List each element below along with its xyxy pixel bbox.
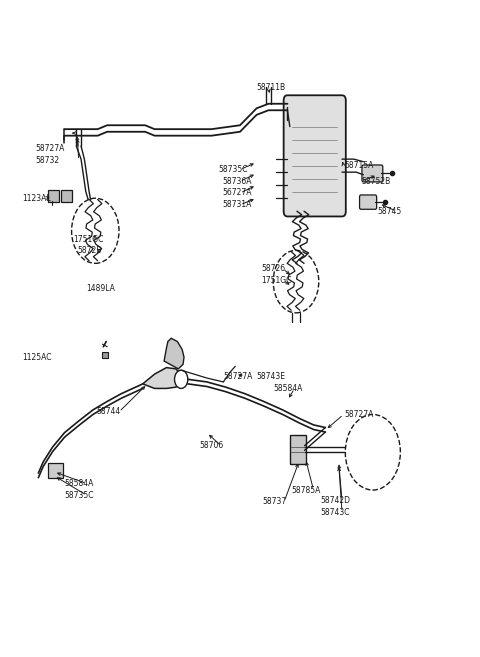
Text: 58735C: 58735C [219, 165, 248, 174]
Text: 58785A: 58785A [291, 486, 321, 495]
Text: 58732: 58732 [35, 156, 59, 165]
Text: 58727A: 58727A [35, 144, 64, 153]
Text: 58727A: 58727A [344, 410, 374, 419]
Text: 1751GC: 1751GC [73, 235, 103, 244]
Text: 58715A: 58715A [344, 161, 374, 170]
Text: 58742D: 58742D [321, 496, 351, 505]
Text: 58745: 58745 [378, 207, 402, 215]
Text: 58737: 58737 [263, 497, 287, 507]
Text: 58743C: 58743C [321, 508, 350, 516]
Text: 58743E: 58743E [257, 372, 286, 380]
Polygon shape [164, 338, 184, 369]
FancyBboxPatch shape [61, 190, 72, 202]
Text: 56727A: 56727A [222, 189, 252, 198]
Polygon shape [143, 367, 180, 388]
Text: 58584A: 58584A [64, 479, 94, 488]
Text: 1123AL: 1123AL [22, 194, 50, 203]
Text: 58584A: 58584A [273, 384, 302, 393]
Text: 1125AC: 1125AC [22, 353, 51, 362]
FancyBboxPatch shape [290, 436, 306, 464]
Circle shape [175, 370, 188, 388]
Text: 58727A: 58727A [223, 372, 253, 380]
Text: 1751GC: 1751GC [261, 276, 292, 284]
Text: 58735C: 58735C [64, 491, 94, 500]
FancyBboxPatch shape [284, 95, 346, 216]
FancyBboxPatch shape [48, 190, 59, 202]
Text: 58706: 58706 [200, 442, 224, 450]
Text: 1489LA: 1489LA [86, 284, 115, 292]
Text: 58736A: 58736A [222, 177, 252, 186]
FancyBboxPatch shape [362, 165, 383, 182]
FancyBboxPatch shape [48, 463, 63, 478]
Text: 5872B: 5872B [78, 246, 102, 256]
Text: 58752B: 58752B [361, 177, 390, 186]
FancyBboxPatch shape [360, 195, 377, 210]
Text: 58731A: 58731A [222, 200, 252, 209]
Text: 58726: 58726 [261, 264, 286, 273]
Text: 58744: 58744 [96, 407, 121, 417]
Text: 58711B: 58711B [257, 83, 286, 92]
